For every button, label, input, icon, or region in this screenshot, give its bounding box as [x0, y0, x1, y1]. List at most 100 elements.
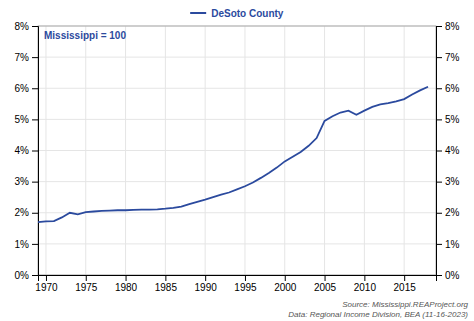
tick-label: 1980	[115, 282, 138, 293]
x-axis: 1970197519801985199019952000200520102015	[35, 275, 436, 293]
tick-mark	[436, 275, 442, 276]
source-note: Source: Mississippi.REAProject.org	[342, 300, 468, 309]
tick-label: 6%	[445, 83, 460, 94]
tick: 1985	[155, 275, 178, 293]
grid-line-x	[404, 26, 405, 275]
grid-line-x	[284, 26, 285, 275]
grid-line-x	[244, 26, 245, 275]
tick-mark	[32, 119, 38, 120]
tick-label: 2005	[314, 282, 337, 293]
tick: 5%	[15, 114, 38, 125]
tick-label: 1995	[234, 282, 257, 293]
tick-label: 2000	[274, 282, 297, 293]
tick-label: 3%	[15, 176, 30, 187]
tick-mark	[436, 244, 442, 245]
tick-mark	[46, 275, 47, 281]
tick-label: 4%	[15, 145, 30, 156]
tick-mark	[436, 182, 442, 183]
y2-axis: 0% 1% 2% 3% 4% 5% 6% 7% 8%	[436, 21, 460, 281]
tick: 1970	[35, 275, 58, 293]
grid-line-x	[165, 26, 166, 275]
tick: 6%	[436, 83, 460, 94]
legend-swatch	[190, 12, 206, 14]
tick: 4%	[436, 145, 460, 156]
tick-mark	[32, 275, 38, 276]
grid-line-y	[38, 181, 436, 182]
tick-mark	[32, 213, 38, 214]
tick: 3%	[436, 176, 460, 187]
y-axis: 0% 1% 2% 3% 4% 5% 6% 7% 8%	[15, 21, 39, 281]
tick-mark	[436, 213, 442, 214]
tick: 7%	[15, 52, 38, 63]
tick: 1980	[115, 275, 138, 293]
tick: 0%	[436, 270, 460, 281]
tick-label: 0%	[15, 270, 30, 281]
grid	[38, 26, 436, 275]
tick-mark	[325, 275, 326, 281]
tick: 2%	[15, 207, 38, 218]
tick-label: 1990	[195, 282, 218, 293]
tick-mark	[436, 119, 442, 120]
tick-label: 5%	[15, 114, 30, 125]
tick-mark	[32, 244, 38, 245]
tick-label: 5%	[445, 114, 460, 125]
tick-label: 4%	[445, 145, 460, 156]
tick-mark	[364, 275, 365, 281]
tick-mark	[436, 57, 442, 58]
tick-mark	[86, 275, 87, 281]
chart: 1970197519801985199019952000200520102015…	[0, 0, 474, 321]
tick: 5%	[436, 114, 460, 125]
tick-mark	[285, 275, 286, 281]
tick: 4%	[15, 145, 38, 156]
legend: DeSoto County	[190, 8, 284, 19]
tick-label: 1%	[15, 239, 30, 250]
tick: 2000	[274, 275, 297, 293]
tick-mark	[245, 275, 246, 281]
line	[38, 87, 428, 222]
tick-mark	[32, 151, 38, 152]
plot-area	[38, 87, 428, 222]
tick: 1%	[436, 239, 460, 250]
tick-label: 3%	[445, 176, 460, 187]
grid-line-y	[38, 57, 436, 58]
tick-mark	[404, 275, 405, 281]
tick-mark	[436, 88, 442, 89]
tick-mark	[32, 88, 38, 89]
grid-line-y	[38, 88, 436, 89]
grid-line-y	[38, 150, 436, 151]
tick-label: 2%	[445, 207, 460, 218]
tick: 6%	[15, 83, 38, 94]
grid-line-y	[38, 243, 436, 244]
x-axis-line	[39, 276, 437, 282]
tick: 8%	[436, 21, 460, 32]
tick: 2010	[354, 275, 377, 293]
plot-frame	[38, 26, 436, 275]
tick-mark	[165, 275, 166, 281]
tick-label: 8%	[15, 21, 30, 32]
tick-label: 1970	[35, 282, 58, 293]
grid-line-y	[38, 119, 436, 120]
tick: 8%	[15, 21, 38, 32]
annotation: Mississippi = 100	[44, 30, 126, 41]
tick: 0%	[15, 270, 38, 281]
grid-line-x	[364, 26, 365, 275]
tick-mark	[32, 26, 38, 27]
source-note: Data: Regional Income Division, BEA (11-…	[288, 310, 468, 319]
tick-label: 0%	[445, 270, 460, 281]
tick-mark	[32, 182, 38, 183]
tick: 2005	[314, 275, 337, 293]
tick-label: 7%	[445, 52, 460, 63]
tick-mark	[436, 151, 442, 152]
tick: 7%	[436, 52, 460, 63]
grid-line-y	[38, 212, 436, 213]
tick: 1995	[234, 275, 257, 293]
tick-mark	[436, 26, 442, 27]
tick: 1%	[15, 239, 38, 250]
tick: 1975	[75, 275, 98, 293]
tick-label: 6%	[15, 83, 30, 94]
y2-axis-line	[437, 27, 443, 276]
grid-line-x	[125, 26, 126, 275]
tick-label: 1985	[155, 282, 178, 293]
grid-line-x	[205, 26, 206, 275]
tick-mark	[32, 57, 38, 58]
